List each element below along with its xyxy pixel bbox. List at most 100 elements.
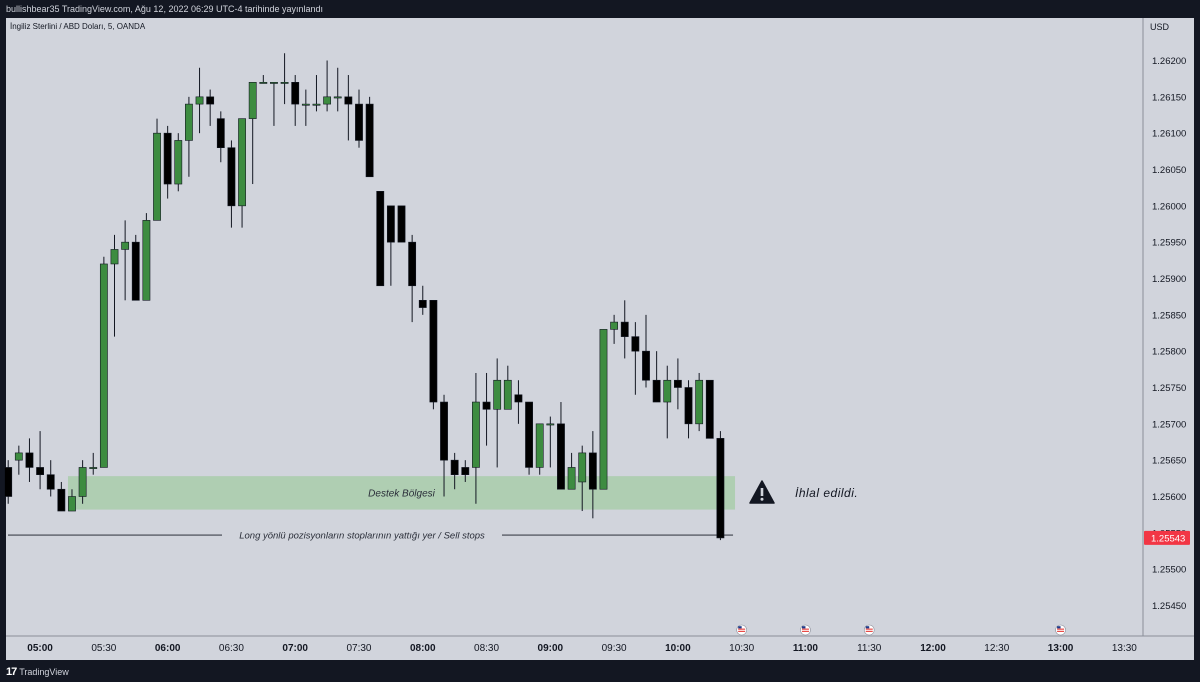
candle[interactable] — [25, 438, 34, 482]
candle[interactable] — [46, 460, 55, 497]
candle[interactable] — [429, 299, 438, 410]
candle[interactable] — [716, 431, 725, 541]
candle[interactable] — [259, 75, 268, 84]
candle[interactable] — [482, 372, 491, 446]
candle[interactable] — [588, 431, 597, 519]
candle[interactable] — [110, 234, 119, 337]
support-zone[interactable] — [67, 476, 736, 510]
candle[interactable] — [57, 481, 66, 512]
candle[interactable] — [301, 89, 310, 126]
candle[interactable] — [99, 256, 108, 468]
candle[interactable] — [408, 234, 417, 323]
candle[interactable] — [323, 60, 331, 112]
us-event-flag-icon[interactable] — [800, 624, 811, 636]
candle[interactable] — [89, 452, 98, 475]
candle[interactable] — [567, 452, 576, 490]
candle[interactable] — [174, 133, 183, 192]
us-event-flag-icon[interactable] — [1055, 624, 1066, 636]
candle[interactable] — [344, 75, 353, 141]
candle[interactable] — [631, 322, 640, 395]
candle[interactable] — [227, 140, 236, 228]
candle[interactable] — [642, 314, 650, 388]
candle-body-down — [57, 488, 66, 512]
candle[interactable] — [684, 380, 693, 439]
candle[interactable] — [461, 460, 470, 482]
candle[interactable] — [376, 191, 385, 287]
x-tick-label: 05:30 — [91, 643, 116, 654]
candle-body-down — [642, 350, 650, 381]
candle[interactable] — [185, 96, 193, 177]
candle[interactable] — [4, 460, 13, 504]
candle[interactable] — [142, 213, 151, 301]
candle[interactable] — [206, 89, 215, 126]
candle-body-up — [535, 423, 544, 468]
candle[interactable] — [652, 351, 661, 403]
stops-line-label: Long yönlü pozisyonların stoplarının yat… — [239, 531, 485, 542]
y-tick-label: 1.26000 — [1152, 201, 1186, 212]
x-tick-label: 11:00 — [793, 643, 818, 654]
candle[interactable] — [78, 460, 87, 504]
candle[interactable] — [450, 452, 459, 490]
candle-body-down — [386, 205, 395, 243]
candle-body-down — [716, 438, 725, 539]
candle[interactable] — [705, 379, 714, 439]
candle[interactable] — [610, 314, 619, 344]
candle-body-down — [376, 191, 385, 287]
candle[interactable] — [557, 402, 565, 490]
candle[interactable] — [291, 75, 300, 126]
tradingview-logo[interactable]: 17 TradingView — [6, 662, 69, 682]
candle[interactable] — [535, 423, 544, 475]
candle[interactable] — [68, 489, 76, 512]
candle[interactable] — [365, 96, 374, 178]
breach-annotation-text: İhlal edildi. — [795, 486, 858, 500]
candle-body-up — [280, 82, 289, 84]
candle[interactable] — [493, 358, 502, 468]
candle-body-up — [546, 423, 555, 426]
candle[interactable] — [270, 82, 278, 126]
candle-body-up — [578, 452, 587, 483]
candle[interactable] — [36, 431, 44, 490]
x-tick-label: 10:00 — [665, 643, 691, 654]
warning-exclamation-dot — [760, 497, 764, 501]
candle[interactable] — [599, 329, 608, 490]
candle[interactable] — [153, 118, 161, 221]
candle[interactable] — [525, 401, 533, 475]
candle[interactable] — [312, 75, 321, 112]
candle-body-down — [46, 474, 55, 490]
candle[interactable] — [163, 125, 172, 199]
candle-body-up — [68, 496, 76, 512]
candle[interactable] — [695, 372, 704, 432]
candle[interactable] — [578, 445, 587, 512]
candle[interactable] — [333, 67, 342, 112]
candle[interactable] — [440, 394, 448, 497]
candle[interactable] — [195, 67, 204, 134]
candle[interactable] — [514, 380, 523, 424]
candle[interactable] — [216, 111, 225, 163]
candle-body-down — [588, 452, 597, 490]
candle[interactable] — [14, 445, 23, 475]
candle[interactable] — [280, 53, 289, 105]
candle[interactable] — [248, 82, 257, 185]
us-event-flag-icon[interactable] — [736, 624, 747, 636]
candle[interactable] — [673, 358, 682, 410]
event-flag-canton — [865, 626, 870, 629]
candle-body-up — [472, 401, 480, 468]
candle[interactable] — [238, 118, 246, 228]
candle[interactable] — [397, 205, 406, 243]
candle[interactable] — [355, 89, 363, 148]
candle[interactable] — [418, 285, 427, 315]
y-tick-label: 1.26200 — [1152, 56, 1186, 67]
candle-body-up — [99, 263, 108, 468]
candle[interactable] — [386, 205, 395, 286]
candle-body-down — [291, 82, 300, 105]
candle[interactable] — [503, 365, 512, 410]
tradingview-brand: TradingView — [19, 667, 69, 677]
candle[interactable] — [121, 220, 130, 301]
candle[interactable] — [131, 234, 140, 301]
candle[interactable] — [620, 300, 629, 359]
us-event-flag-icon[interactable] — [863, 624, 875, 636]
candle[interactable] — [663, 365, 672, 439]
candle[interactable] — [472, 372, 480, 504]
candle[interactable] — [546, 416, 555, 468]
